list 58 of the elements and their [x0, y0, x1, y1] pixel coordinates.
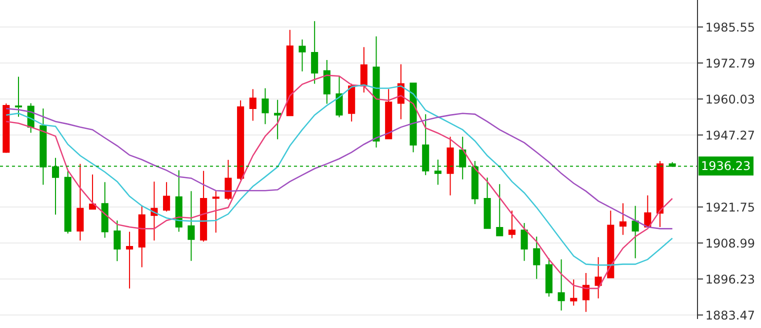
candlestick: [582, 272, 590, 312]
candlestick: [298, 38, 306, 72]
candlestick: [237, 100, 244, 180]
candlestick: [372, 36, 380, 148]
candlestick: [656, 160, 664, 228]
candlestick: [570, 278, 578, 306]
candlestick: [323, 60, 330, 104]
line-series: [6, 84, 673, 266]
candlestick: [64, 170, 72, 234]
candlestick: [286, 29, 294, 116]
candlestick: [101, 182, 108, 238]
y-tick-label: 1883.47: [705, 308, 756, 322]
candlestick: [348, 83, 356, 122]
y-tick-label: 1972.79: [705, 56, 756, 70]
candlestick: [274, 99, 282, 140]
candlestick: [558, 258, 565, 311]
candlestick: [360, 46, 368, 93]
candlestick: [520, 222, 528, 262]
y-tick-label: 1960.03: [705, 92, 756, 106]
ref-line-label: 1936.23: [701, 159, 751, 173]
candlestick: [594, 256, 602, 299]
candlestick: [126, 231, 134, 289]
line-series: [6, 74, 673, 290]
candlestick: [188, 190, 195, 262]
candlestick: [484, 177, 491, 230]
candlestick: [212, 190, 220, 234]
candlestick: [262, 88, 269, 125]
y-tick-label: 1908.99: [705, 236, 756, 250]
candlestick: [311, 20, 318, 84]
candlestick: [607, 210, 614, 278]
candlestick: [336, 76, 343, 118]
candlestick: [619, 202, 626, 236]
line-series: [6, 108, 673, 230]
candlestick: [446, 136, 454, 196]
candlestick: [76, 163, 84, 242]
candlestick: [508, 210, 516, 239]
y-tick-label: 1896.23: [705, 272, 756, 286]
candlestick: [14, 76, 22, 118]
candlestick: [150, 181, 158, 242]
candlestick: [385, 88, 392, 140]
candlestick: [114, 220, 121, 262]
candlestick: [200, 170, 208, 242]
candlestick: [175, 170, 182, 232]
candlestick: [410, 82, 417, 153]
candlestick: [138, 205, 146, 268]
candlestick: [533, 236, 540, 280]
candlestick: [496, 184, 504, 236]
candlestick: [632, 205, 639, 259]
y-tick-label: 1947.27: [705, 128, 756, 142]
candlestick: [89, 174, 96, 210]
candlestick: [224, 159, 232, 200]
candlestick: [2, 102, 10, 154]
y-tick-label: 1985.55: [705, 20, 756, 34]
candlestick: [249, 88, 256, 122]
y-tick-label: 1921.75: [705, 200, 756, 214]
candlestick: [644, 194, 652, 228]
candlestick: [163, 182, 170, 212]
candlestick: [545, 258, 552, 298]
